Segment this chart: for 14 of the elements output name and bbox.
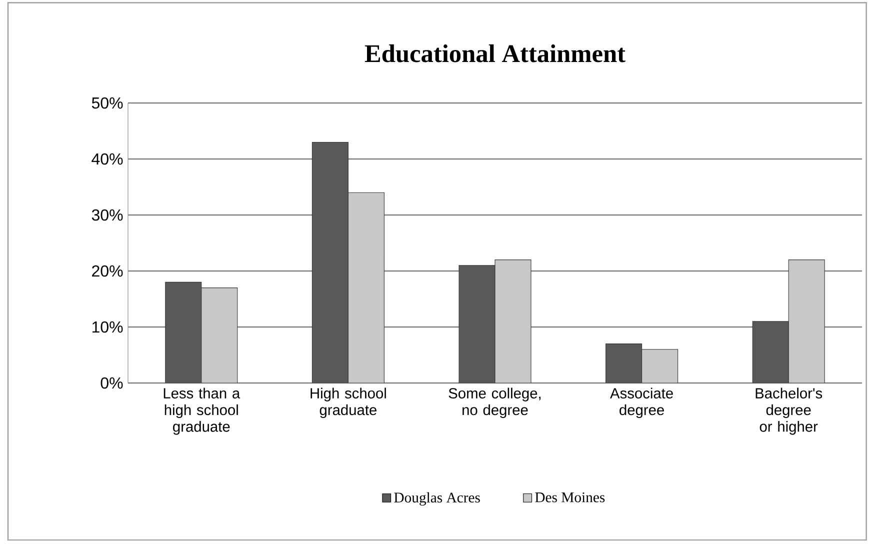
y-tick-label: 20% [92, 265, 123, 277]
chart-title: Educational Attainment [364, 44, 626, 62]
x-tick-label: Associate degree [610, 388, 673, 418]
x-tick-label: Bachelor's degree or higher [756, 388, 822, 435]
x-tick-label: Some college, no degree [448, 388, 541, 418]
y-tick-label: 50% [92, 97, 123, 109]
legend-label: Douglas Acres [394, 492, 480, 506]
y-tick-label: 10% [92, 321, 123, 333]
legend-label: Des Moines [535, 492, 605, 502]
y-tick-label: 0% [100, 377, 123, 389]
y-tick-label: 40% [92, 153, 123, 165]
x-tick-label: Less than a high school graduate [164, 388, 240, 435]
x-tick-label: High school graduate [310, 388, 386, 418]
y-tick-label: 30% [92, 209, 123, 221]
